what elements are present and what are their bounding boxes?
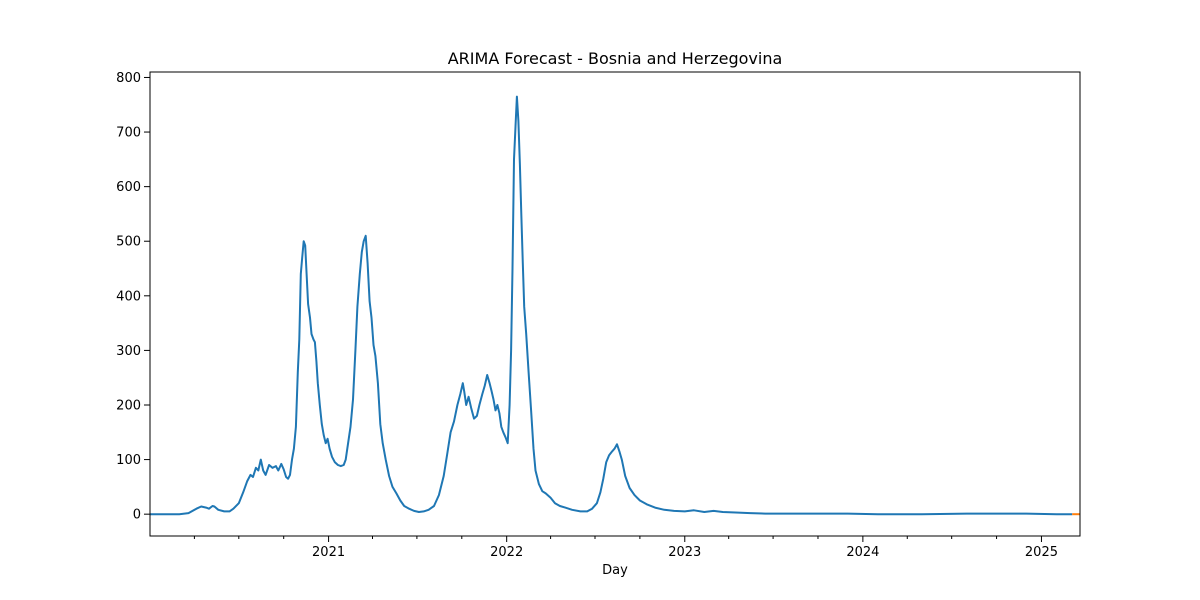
x-axis-label: Day (602, 563, 628, 578)
y-tick-label-300: 300 (116, 344, 141, 359)
y-tick-label-100: 100 (116, 453, 141, 468)
y-tick-label-400: 400 (116, 289, 141, 304)
y-axis: 0 100 200 300 400 500 600 700 800 (116, 71, 150, 523)
x-tick-label-2022: 2022 (490, 545, 523, 560)
x-tick-label-2024: 2024 (846, 545, 879, 560)
y-tick-label-500: 500 (116, 235, 141, 250)
plot-area (150, 95, 1080, 516)
y-tick-label-800: 800 (116, 71, 141, 86)
y-tick-label-0: 0 (133, 508, 141, 523)
x-axis: 2021 2022 2023 2024 2025 (193, 536, 1058, 560)
x-tick-label-2023: 2023 (668, 545, 701, 560)
y-tick-label-200: 200 (116, 398, 141, 413)
y-tick-label-600: 600 (116, 180, 141, 195)
chart-title: ARIMA Forecast - Bosnia and Herzegovina (448, 49, 783, 68)
y-tick-label-700: 700 (116, 126, 141, 141)
x-tick-label-2025: 2025 (1025, 545, 1058, 560)
x-tick-label-2021: 2021 (312, 545, 345, 560)
series-line-1 (150, 95, 1073, 516)
plot-frame (149, 71, 1081, 537)
